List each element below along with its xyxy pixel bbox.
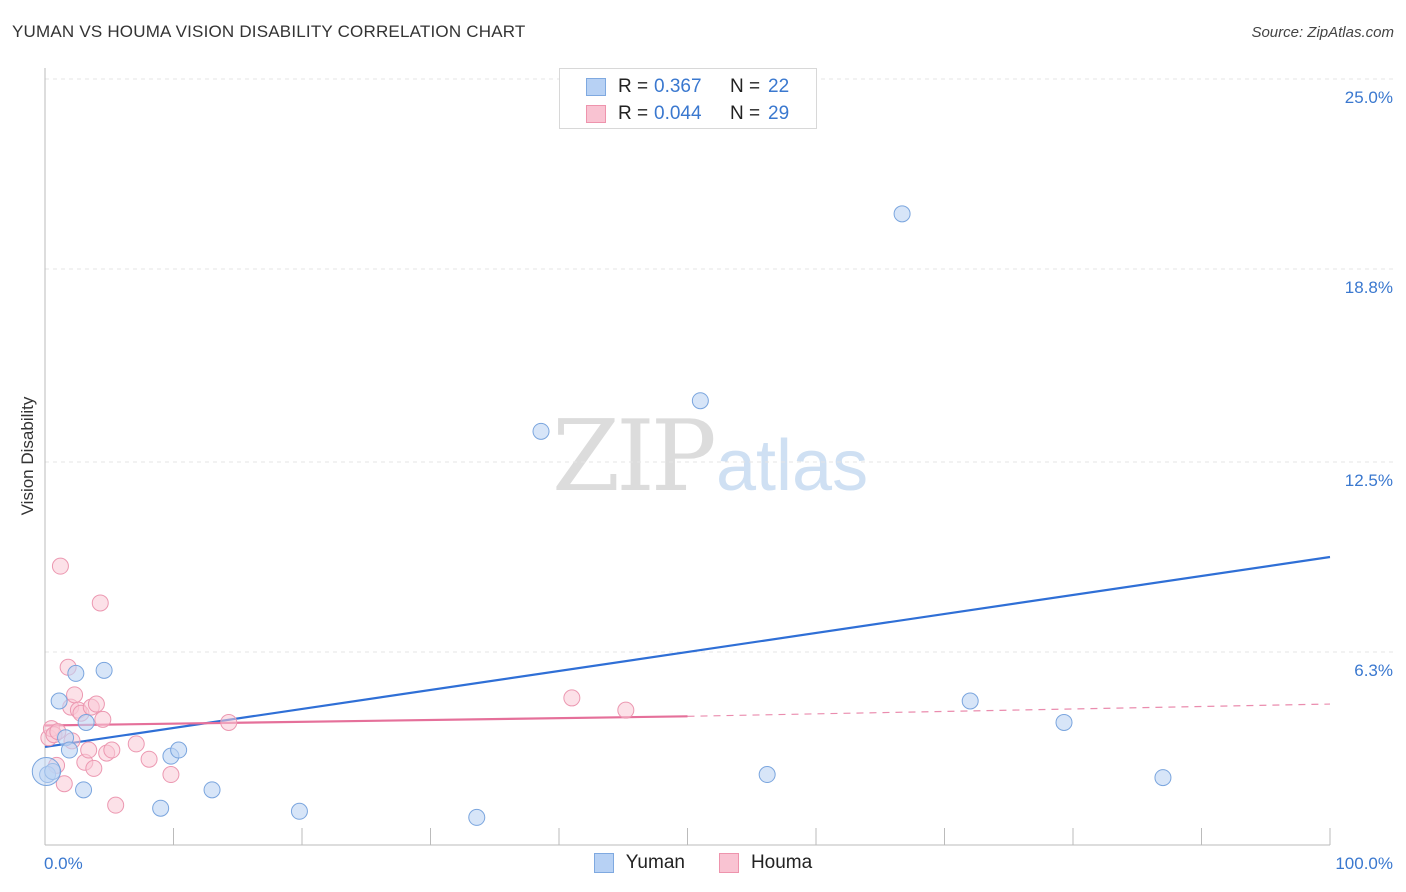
legend-swatch-yuman — [593, 853, 614, 873]
legend-label-houma: Houma — [750, 852, 813, 873]
houma-point — [127, 735, 145, 753]
legend-item-yuman: Yuman — [593, 852, 685, 874]
legend-row-yuman: R = 0.367 N = 22 — [586, 76, 789, 98]
yuman-point — [468, 808, 486, 826]
yuman-point — [893, 205, 911, 223]
x-tick-label: 0.0% — [44, 854, 83, 873]
houma-point — [103, 741, 121, 759]
correlation-legend: R = 0.367 N = 22 R = 0.044 N = 29 — [559, 68, 817, 129]
yuman-point — [170, 741, 188, 759]
houma-point — [85, 759, 103, 777]
yuman-point — [50, 692, 68, 710]
legend-n-label: N = — [730, 103, 761, 124]
yuman-point — [1154, 769, 1172, 787]
legend-r-value: 0.367 — [654, 76, 702, 97]
houma-point — [162, 766, 180, 784]
yuman-point — [67, 664, 85, 682]
y-tick-label: 18.8% — [1345, 278, 1393, 297]
tick-labels: 6.3% 12.5% 18.8% 25.0% 0.0% 100.0% — [44, 88, 1393, 873]
houma-point — [107, 796, 125, 814]
watermark-zip: ZIP — [552, 400, 717, 514]
yuman-point — [77, 713, 95, 731]
y-axis-label: Vision Disability — [18, 396, 37, 515]
legend-item-houma: Houma — [718, 852, 813, 874]
legend-label-yuman: Yuman — [625, 852, 685, 873]
source-credit: Source: ZipAtlas.com — [1251, 24, 1394, 41]
y-tick-label: 12.5% — [1345, 471, 1393, 490]
houma-trend-line — [44, 715, 688, 727]
grid-lines — [45, 78, 1395, 653]
yuman-point-cluster — [31, 756, 61, 786]
y-tick-label: 6.3% — [1354, 661, 1393, 680]
legend-n-label: N = — [730, 76, 761, 97]
yuman-point — [95, 661, 113, 679]
yuman-point — [60, 741, 78, 759]
houma-point — [617, 701, 635, 719]
legend-r-label: R = — [618, 103, 649, 124]
y-tick-label: 25.0% — [1345, 88, 1393, 107]
yuman-point — [75, 781, 93, 799]
watermark-atlas: atlas — [716, 426, 869, 506]
yuman-point — [290, 802, 308, 820]
legend-swatch-yuman — [586, 78, 606, 96]
yuman-trend-line — [44, 555, 1331, 749]
yuman-point — [961, 692, 979, 710]
legend-row-houma: R = 0.044 N = 29 — [586, 103, 789, 125]
series-legend: Yuman Houma — [0, 852, 1406, 874]
houma-point — [55, 775, 73, 793]
houma-point — [91, 594, 109, 612]
x-tick-label: 100.0% — [1335, 854, 1393, 873]
yuman-point — [203, 781, 221, 799]
legend-n-value: 29 — [768, 103, 790, 124]
legend-swatch-houma — [718, 853, 739, 873]
houma-point — [94, 710, 112, 728]
legend-r-label: R = — [618, 76, 649, 97]
axes — [44, 68, 1331, 846]
houma-point — [87, 695, 105, 713]
legend-r-value: 0.044 — [654, 103, 702, 124]
legend-swatch-houma — [586, 105, 606, 123]
houma-trend-extension — [687, 703, 1331, 717]
houma-point — [80, 741, 98, 759]
houma-point — [51, 557, 69, 575]
houma-point — [220, 713, 238, 731]
houma-point — [563, 689, 581, 707]
yuman-point — [758, 766, 776, 784]
yuman-point — [532, 422, 550, 440]
trend-lines — [44, 555, 1331, 749]
legend-n-value: 22 — [768, 76, 790, 97]
houma-point — [140, 750, 158, 768]
yuman-point — [152, 799, 170, 817]
yuman-point — [691, 392, 709, 410]
yuman-point — [1055, 713, 1073, 731]
houma-point — [66, 686, 84, 704]
data-points — [31, 205, 1172, 826]
chart-title: YUMAN VS HOUMA VISION DISABILITY CORRELA… — [12, 22, 526, 41]
